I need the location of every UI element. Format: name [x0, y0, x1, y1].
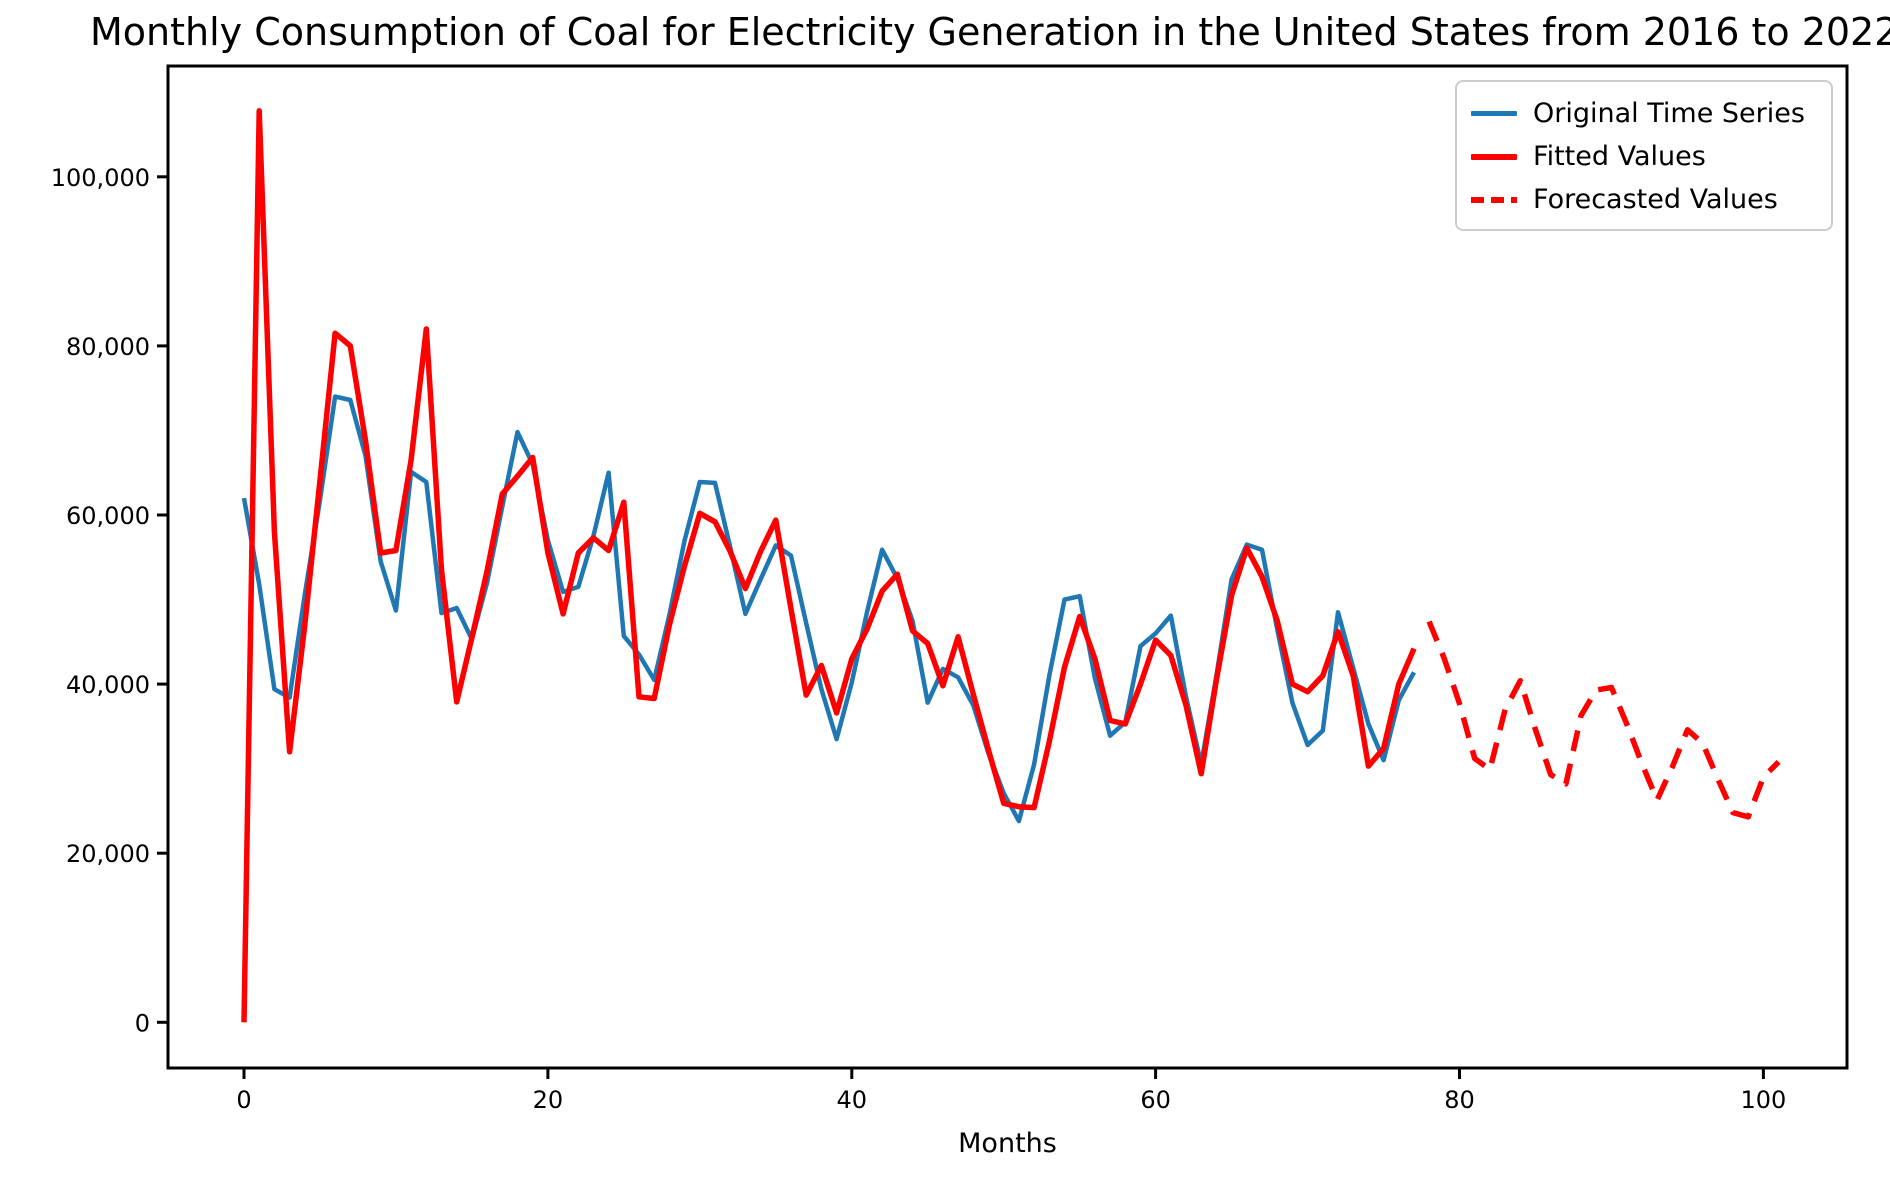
legend: Original Time Series Fitted Values Forec…	[1455, 80, 1833, 231]
x-axis-label: Months	[958, 1128, 1057, 1159]
x-tick-label: 100	[1740, 1086, 1786, 1114]
legend-label-forecast: Forecasted Values	[1533, 184, 1778, 215]
y-tick-label: 0	[135, 1009, 150, 1037]
x-tick-label: 20	[533, 1086, 564, 1114]
y-tick-label: 60,000	[66, 502, 150, 530]
series-forecasted-values	[1426, 620, 1781, 820]
legend-label-original: Original Time Series	[1533, 98, 1805, 129]
legend-row-original: Original Time Series	[1457, 92, 1831, 135]
legend-row-fitted: Fitted Values	[1457, 135, 1831, 178]
y-tick-label: 100,000	[51, 164, 150, 192]
legend-line-sample-original	[1471, 111, 1517, 116]
legend-line-sample-fitted	[1471, 153, 1517, 160]
legend-row-forecast: Forecasted Values	[1457, 178, 1831, 221]
legend-label-fitted: Fitted Values	[1533, 141, 1706, 172]
chart-title: Monthly Consumption of Coal for Electric…	[90, 10, 1890, 54]
series-fitted-values	[241, 108, 1417, 1023]
y-tick-label: 80,000	[66, 333, 150, 361]
x-tick-label: 0	[236, 1086, 251, 1114]
series-original-time-series	[241, 394, 1416, 824]
x-tick-label: 80	[1444, 1086, 1475, 1114]
y-tick-label: 20,000	[66, 840, 150, 868]
y-tick-label: 40,000	[66, 671, 150, 699]
x-tick-label: 40	[837, 1086, 868, 1114]
legend-line-sample-forecast	[1471, 196, 1517, 203]
x-tick-label: 60	[1140, 1086, 1171, 1114]
axes-spines	[166, 64, 1849, 1070]
